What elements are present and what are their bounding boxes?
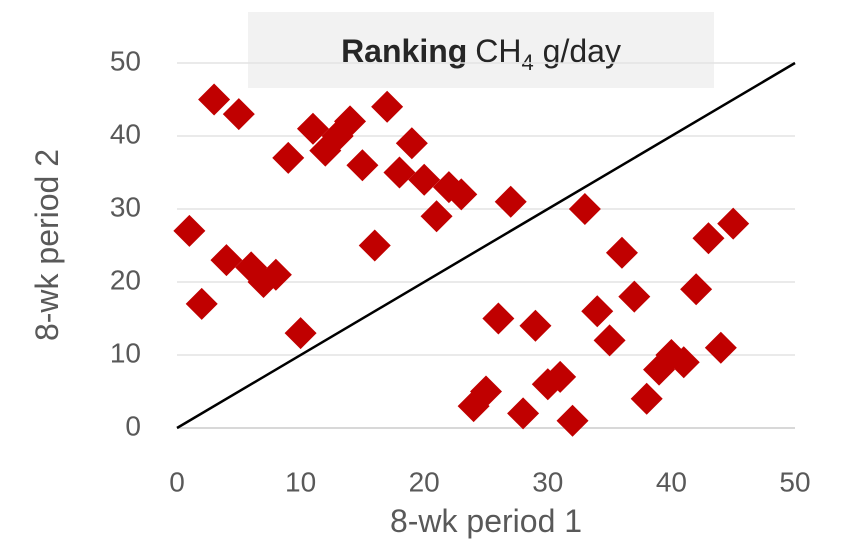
point <box>630 382 663 415</box>
point <box>680 273 713 306</box>
x-tick-label: 50 <box>779 466 810 497</box>
point <box>272 141 305 174</box>
point <box>445 178 478 211</box>
x-axis-title: 8-wk period 1 <box>390 503 582 539</box>
y-tick-label: 0 <box>125 410 141 441</box>
point <box>692 222 725 255</box>
point <box>544 360 577 393</box>
point <box>704 331 737 364</box>
point <box>556 404 589 437</box>
point <box>420 200 453 233</box>
point <box>185 287 218 320</box>
point <box>173 214 206 247</box>
point <box>494 185 527 218</box>
y-tick-label: 10 <box>110 337 141 368</box>
point <box>408 163 441 196</box>
point <box>383 156 416 189</box>
y-axis-title: 8-wk period 2 <box>29 149 65 341</box>
x-tick-label: 20 <box>409 466 440 497</box>
title-box <box>248 12 714 88</box>
point <box>259 258 292 291</box>
point <box>519 309 552 342</box>
point <box>210 244 243 277</box>
point <box>507 397 540 430</box>
point <box>593 324 626 357</box>
x-tick-label: 10 <box>285 466 316 497</box>
point <box>470 375 502 408</box>
point <box>346 149 379 182</box>
point <box>296 112 329 145</box>
point <box>667 346 700 379</box>
reference-line <box>176 61 796 430</box>
point <box>395 127 428 160</box>
y-tick-label: 30 <box>110 191 141 222</box>
point <box>482 302 515 335</box>
point <box>334 105 367 138</box>
chart-title: Ranking CH4 g/day <box>341 33 621 75</box>
point <box>371 90 404 123</box>
point <box>222 98 255 131</box>
y-tick-label: 50 <box>110 45 141 76</box>
y-tick-label: 20 <box>110 264 141 295</box>
point <box>284 317 317 350</box>
point <box>358 229 391 262</box>
y-tick-label: 40 <box>110 118 141 149</box>
point <box>618 280 651 313</box>
x-tick-label: 30 <box>532 466 563 497</box>
x-tick-label: 40 <box>656 466 687 497</box>
point <box>605 236 638 269</box>
point <box>581 295 614 328</box>
x-tick-label: 0 <box>169 466 185 497</box>
point <box>198 83 231 116</box>
point <box>717 207 750 240</box>
point <box>568 193 601 225</box>
